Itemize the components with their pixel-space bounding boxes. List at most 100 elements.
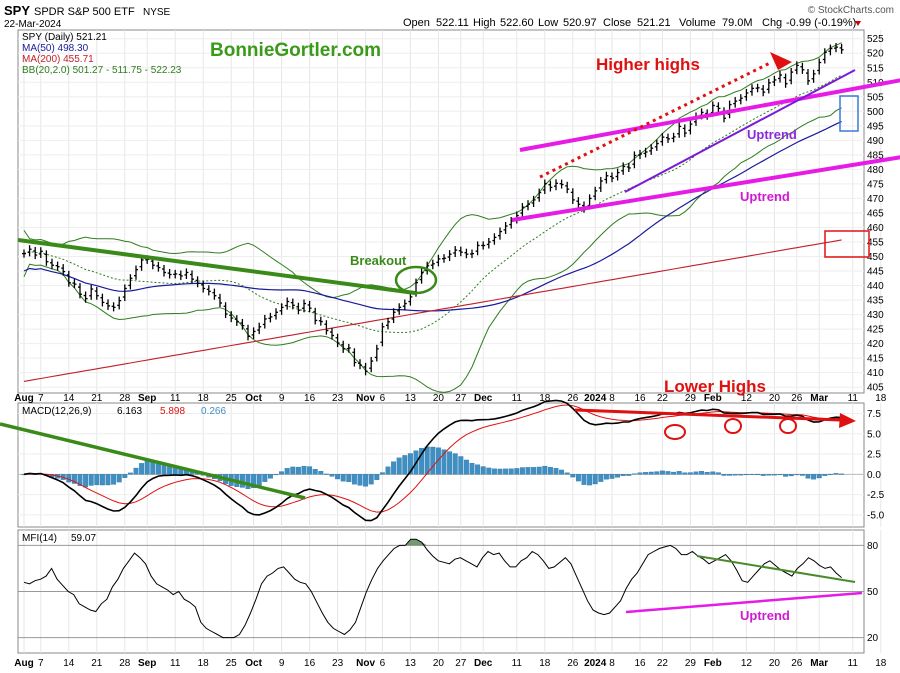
x-tick-label: 26 [567,393,579,404]
price-bar [458,246,463,257]
macd-histogram-bar [508,468,514,475]
x-tick-label: 20 [769,658,781,669]
price-bar [117,296,122,310]
ma200-highlight-box [824,230,870,258]
macd-histogram-bar [676,471,682,475]
macd-histogram-bar [738,474,744,476]
price-bar [738,94,743,105]
lower-highs-label: Lower Highs [664,377,766,396]
price-bar [302,299,306,313]
low-value: 520.97 [563,17,597,29]
macd-histogram-bar [693,471,699,475]
lower-highs-line [574,408,841,422]
lower-uptrend-line [511,155,900,222]
price-bar [492,233,497,245]
macd-histogram-bar [139,463,145,475]
macd-histogram-bar [262,474,268,482]
price-y-tick-label: 455 [867,237,884,248]
x-tick-label: 2024 [584,658,607,669]
price-bar [800,62,805,74]
price-bar [755,83,760,93]
price-bar [778,70,782,83]
price-bar [542,179,547,194]
macd-histogram-bar [323,473,329,475]
macd-histogram-bar [111,474,117,485]
macd-histogram-bar [295,466,301,475]
macd-histogram-bar [827,473,833,475]
macd-histogram-bar [514,468,520,475]
macd-histogram-bar [603,474,609,480]
x-tick-label: Nov [356,393,375,404]
macd-histogram-bar [536,466,542,475]
price-bar [274,308,278,320]
price-panel [17,29,865,394]
macd-histogram-bar [547,467,553,475]
macd-histogram-bar [615,474,621,478]
macd-histogram-bar [755,474,761,476]
macd-histogram-bar [519,467,525,475]
macd-histogram-bar [587,474,593,486]
price-bar [268,312,273,323]
macd-histogram-bar [575,474,581,482]
volume-label: Volume [679,17,716,29]
ma50-highlight-box [839,95,859,132]
price-bar [766,78,771,94]
macd-histogram-bar [127,472,133,475]
macd-histogram-bar [811,474,817,480]
price-bar [94,286,99,300]
macd-histogram-bar [699,471,705,475]
price-y-tick-label: 430 [867,310,884,321]
x-tick-label: 8 [609,658,615,669]
price-bar [178,270,183,281]
price-bar [498,227,502,240]
price-bar [554,179,558,191]
price-bar [604,171,609,184]
macd-histogram-bar [391,461,397,475]
x-tick-label: 16 [634,393,646,404]
price-bar [313,307,318,325]
price-bar [33,246,38,260]
price-bar [436,254,441,267]
macd-histogram-bar [329,474,335,477]
price-y-tick-label: 520 [867,49,884,60]
price-bar [335,333,340,348]
price-bar [727,100,732,119]
macd-histogram-bar [788,474,794,477]
x-tick-label: 23 [332,658,344,669]
macd-histogram-bar [839,473,845,475]
price-bar [386,317,390,330]
macd-histogram-bar [671,471,677,475]
x-tick-label: Aug [14,393,33,404]
price-bar [262,314,267,329]
x-tick-label: Sep [138,658,156,669]
upper-uptrend-label: Uptrend [747,127,797,142]
symbol: SPY [4,3,30,18]
macd-histogram-bar [687,472,693,475]
legend-bb: BB(20,2.0) 501.27 - 511.75 - 522.23 [22,65,182,76]
price-bar [806,69,810,85]
volume-value: 79.0M [722,17,753,29]
price-y-tick-label: 415 [867,354,884,365]
macd-histogram-bar [94,474,100,486]
x-tick-label: 11 [512,658,523,669]
price-bar [828,44,833,56]
price-bar [162,264,166,277]
x-tick-label: 18 [539,658,551,669]
price-bar [750,84,754,96]
price-bar [391,308,396,324]
price-bar [106,299,110,310]
mfi-line [23,538,842,639]
macd-histogram-bar [71,474,77,484]
legend-spy: SPY (Daily) 521.21 [22,32,107,43]
macd-histogram-bar [631,473,637,475]
macd-histogram-bar [816,474,822,479]
macd-histogram-bar [665,471,671,475]
price-bar [430,259,435,270]
price-bar [324,320,329,335]
price-bar [195,276,200,288]
purple-uptrend-line [624,69,856,193]
x-tick-label: 12 [741,393,753,404]
price-bar [111,302,116,312]
price-y-tick-label: 475 [867,179,884,190]
price-bar [486,237,491,249]
